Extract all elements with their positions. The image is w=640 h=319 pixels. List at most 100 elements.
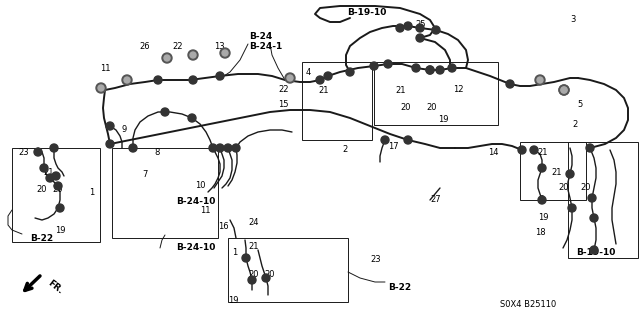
Circle shape bbox=[122, 75, 132, 85]
Circle shape bbox=[34, 148, 42, 156]
Circle shape bbox=[506, 80, 514, 88]
Text: B-24-1: B-24-1 bbox=[249, 42, 282, 51]
Circle shape bbox=[538, 196, 546, 204]
Text: 12: 12 bbox=[453, 85, 463, 94]
Text: 6: 6 bbox=[538, 195, 543, 204]
Bar bbox=[520, 142, 586, 200]
Text: 20: 20 bbox=[558, 183, 568, 192]
Circle shape bbox=[190, 52, 196, 58]
Circle shape bbox=[316, 76, 324, 84]
Circle shape bbox=[209, 144, 217, 152]
Circle shape bbox=[412, 64, 420, 72]
Text: 21: 21 bbox=[248, 242, 259, 251]
Text: 14: 14 bbox=[488, 148, 499, 157]
Text: 15: 15 bbox=[278, 100, 289, 109]
Circle shape bbox=[586, 144, 594, 152]
Circle shape bbox=[124, 77, 130, 83]
Circle shape bbox=[161, 108, 169, 116]
Circle shape bbox=[52, 172, 60, 180]
Text: 18: 18 bbox=[535, 228, 546, 237]
Text: 19: 19 bbox=[438, 115, 449, 124]
Text: 21: 21 bbox=[43, 168, 54, 177]
Circle shape bbox=[590, 246, 598, 254]
Text: 19: 19 bbox=[228, 296, 239, 305]
Text: 1: 1 bbox=[89, 188, 94, 197]
Text: 26: 26 bbox=[139, 42, 150, 51]
Text: 21: 21 bbox=[318, 86, 328, 95]
Text: B-24-10: B-24-10 bbox=[176, 243, 216, 252]
Circle shape bbox=[54, 182, 62, 190]
Text: 21: 21 bbox=[395, 86, 406, 95]
Circle shape bbox=[216, 72, 224, 80]
Text: 16: 16 bbox=[218, 222, 228, 231]
Circle shape bbox=[535, 75, 545, 85]
Circle shape bbox=[518, 146, 526, 154]
Circle shape bbox=[561, 87, 567, 93]
Text: B-19-10: B-19-10 bbox=[576, 248, 616, 257]
Circle shape bbox=[106, 122, 114, 130]
Text: 7: 7 bbox=[142, 170, 147, 179]
Circle shape bbox=[537, 77, 543, 83]
Circle shape bbox=[98, 85, 104, 91]
Text: B-22: B-22 bbox=[388, 283, 411, 292]
Circle shape bbox=[164, 55, 170, 61]
Circle shape bbox=[381, 136, 389, 144]
Circle shape bbox=[559, 85, 569, 95]
Text: 20: 20 bbox=[52, 185, 63, 194]
Circle shape bbox=[129, 144, 137, 152]
Bar bbox=[302, 62, 372, 140]
Text: 2: 2 bbox=[342, 145, 348, 154]
Circle shape bbox=[220, 48, 230, 58]
Circle shape bbox=[396, 24, 404, 32]
Circle shape bbox=[262, 274, 270, 282]
Text: 24: 24 bbox=[248, 218, 259, 227]
Text: 25: 25 bbox=[415, 20, 426, 29]
Circle shape bbox=[285, 73, 295, 83]
Circle shape bbox=[559, 85, 569, 95]
Circle shape bbox=[242, 254, 250, 262]
Circle shape bbox=[162, 53, 172, 63]
Text: 19: 19 bbox=[55, 226, 65, 235]
Text: 20: 20 bbox=[36, 185, 47, 194]
Text: 17: 17 bbox=[388, 142, 399, 151]
Circle shape bbox=[324, 72, 332, 80]
Circle shape bbox=[188, 50, 198, 60]
Circle shape bbox=[436, 66, 444, 74]
Text: 11: 11 bbox=[100, 64, 111, 73]
Circle shape bbox=[384, 60, 392, 68]
Text: 11: 11 bbox=[200, 206, 211, 215]
Circle shape bbox=[154, 76, 162, 84]
Circle shape bbox=[404, 136, 412, 144]
Circle shape bbox=[46, 174, 54, 182]
Circle shape bbox=[346, 68, 354, 76]
Circle shape bbox=[432, 26, 440, 34]
Circle shape bbox=[426, 66, 434, 74]
Circle shape bbox=[416, 34, 424, 42]
Circle shape bbox=[416, 24, 424, 32]
Text: 8: 8 bbox=[154, 148, 159, 157]
Circle shape bbox=[189, 76, 197, 84]
Text: 13: 13 bbox=[214, 42, 225, 51]
Text: 20: 20 bbox=[580, 183, 591, 192]
Text: 23: 23 bbox=[370, 255, 381, 264]
Text: 4: 4 bbox=[306, 68, 311, 77]
Circle shape bbox=[404, 22, 412, 30]
Bar bbox=[228, 238, 348, 302]
Circle shape bbox=[370, 62, 378, 70]
Circle shape bbox=[287, 75, 293, 81]
Circle shape bbox=[568, 204, 576, 212]
Text: B-19-10: B-19-10 bbox=[347, 8, 387, 17]
Text: 22: 22 bbox=[172, 42, 182, 51]
Text: 20: 20 bbox=[264, 270, 275, 279]
Text: 20: 20 bbox=[248, 270, 259, 279]
Text: 1: 1 bbox=[232, 248, 237, 257]
Bar bbox=[112, 148, 218, 238]
Circle shape bbox=[222, 50, 228, 56]
Circle shape bbox=[426, 66, 434, 74]
Text: 20: 20 bbox=[426, 103, 436, 112]
Circle shape bbox=[232, 144, 240, 152]
Circle shape bbox=[538, 164, 546, 172]
Text: 5: 5 bbox=[577, 100, 582, 109]
Text: 2: 2 bbox=[572, 120, 577, 129]
Circle shape bbox=[566, 170, 574, 178]
